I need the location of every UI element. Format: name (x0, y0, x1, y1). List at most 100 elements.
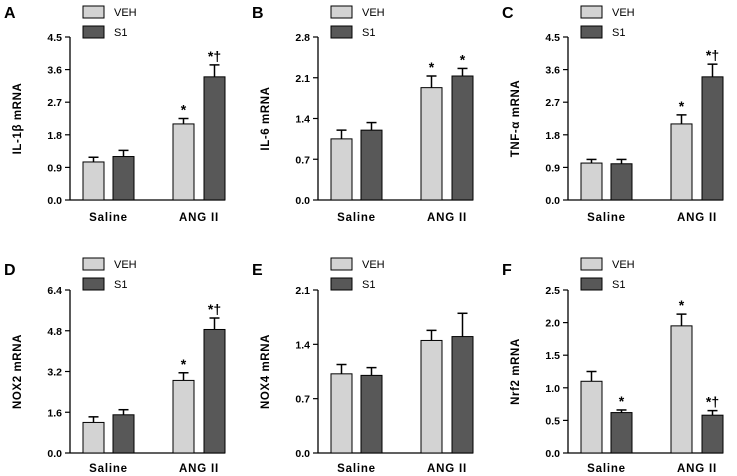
bar-veh-saline (330, 373, 353, 454)
y-tick-label: 0.9 (545, 162, 560, 174)
legend-swatch-s1 (330, 25, 353, 39)
panel-letter: C (502, 5, 514, 22)
y-tick-label: 6.4 (47, 285, 62, 297)
legend-swatch-s1 (330, 277, 353, 291)
bar-s1-ang-ii (203, 328, 226, 454)
y-tick-label: 2.1 (295, 73, 310, 85)
bar-veh-saline (330, 138, 353, 201)
bar-s1-saline (360, 129, 383, 201)
legend-label-veh: VEH (114, 259, 137, 271)
category-label-saline: Saline (337, 463, 376, 475)
legend-label-veh: VEH (612, 7, 635, 19)
y-tick-label: 0.0 (295, 195, 310, 207)
category-label-ang-ii: ANG II (179, 212, 219, 224)
panel-a: A VEH S1 0.0 0.9 1.8 2.7 3.6 4.5 IL-1β mRNA Saline… (4, 5, 226, 224)
bar-s1-ang-ii (203, 76, 226, 201)
y-axis-label: NOX4 mRNA (260, 334, 272, 409)
category-label-ang-ii: ANG II (427, 463, 467, 475)
bar-s1-ang-ii (701, 76, 724, 201)
y-axis-label: IL-6 mRNA (260, 86, 272, 150)
legend-label-veh: VEH (114, 7, 137, 19)
legend-swatch-veh (82, 257, 105, 271)
y-tick-label: 4.8 (47, 326, 62, 338)
y-tick-label: 0.0 (47, 195, 62, 207)
bar-s1-saline (112, 414, 135, 454)
category-label-saline: Saline (337, 212, 376, 224)
y-tick-label: 0.9 (47, 162, 62, 174)
y-tick-label: 0.0 (47, 448, 62, 460)
y-tick-label: 1.6 (47, 407, 62, 419)
significance-marker: * (679, 98, 685, 114)
category-label-saline: Saline (587, 212, 626, 224)
y-axis-label: Nrf2 mRNA (510, 338, 522, 405)
legend-label-s1: S1 (362, 27, 375, 39)
y-tick-label: 0.0 (545, 448, 560, 460)
bar-s1-ang-ii (451, 336, 474, 454)
bar-veh-saline (580, 162, 603, 201)
y-tick-label: 2.1 (295, 285, 310, 297)
bar-veh-ang-ii (172, 379, 195, 454)
panel-d: D VEH S1 0.0 1.6 3.2 4.8 6.4 NOX2 mRNA Saline * *† A… (4, 257, 226, 475)
significance-marker: *† (208, 48, 221, 64)
panel-b: B VEH S1 0.0 0.7 1.4 2.1 2.8 IL-6 mRNA Saline * * AN… (252, 5, 474, 224)
panel-letter: F (502, 262, 512, 279)
panel-f: F VEH S1 0.0 0.5 1.0 1.5 2.0 2.5 Nrf2 mRNA * Saline… (502, 257, 724, 475)
panel-letter: A (4, 5, 16, 22)
bar-s1-saline (610, 412, 633, 454)
significance-marker: * (460, 51, 466, 67)
legend-swatch-veh (330, 5, 353, 19)
legend-swatch-veh (330, 257, 353, 271)
legend-label-s1: S1 (114, 279, 127, 291)
legend-label-veh: VEH (612, 259, 635, 271)
y-axis-label: TNF-α mRNA (510, 80, 522, 158)
y-tick-label: 0.7 (295, 394, 310, 406)
y-tick-label: 1.8 (545, 130, 560, 142)
significance-marker: * (181, 356, 187, 372)
category-label-saline: Saline (89, 463, 128, 475)
y-tick-label: 2.0 (545, 318, 560, 330)
significance-marker: * (429, 59, 435, 75)
y-tick-label: 4.5 (47, 32, 62, 44)
legend-label-s1: S1 (114, 27, 127, 39)
category-label-ang-ii: ANG II (427, 212, 467, 224)
category-label-saline: Saline (587, 463, 626, 475)
y-tick-label: 0.0 (295, 448, 310, 460)
bar-veh-saline (82, 161, 105, 201)
y-tick-label: 3.6 (545, 65, 560, 77)
legend-swatch-veh (82, 5, 105, 19)
significance-marker: *† (706, 394, 719, 410)
panel-c: C VEH S1 0.0 0.9 1.8 2.7 3.6 4.5 TNF-α mRNA Saline… (502, 5, 724, 224)
y-tick-label: 4.5 (545, 32, 560, 44)
category-label-saline: Saline (89, 212, 128, 224)
y-tick-label: 3.2 (47, 367, 62, 379)
legend-swatch-s1 (580, 277, 603, 291)
bar-veh-saline (580, 380, 603, 454)
legend-label-s1: S1 (362, 279, 375, 291)
legend-label-veh: VEH (362, 7, 385, 19)
panel-letter: E (252, 262, 263, 279)
bar-veh-ang-ii (172, 123, 195, 201)
y-tick-label: 1.8 (47, 130, 62, 142)
panel-letter: D (4, 262, 16, 279)
y-tick-label: 3.6 (47, 65, 62, 77)
category-label-ang-ii: ANG II (179, 463, 219, 475)
bar-veh-saline (82, 421, 105, 454)
y-tick-label: 0.7 (295, 154, 310, 166)
y-axis-label: NOX2 mRNA (12, 334, 24, 409)
legend-swatch-s1 (82, 25, 105, 39)
y-tick-label: 1.0 (545, 383, 560, 395)
significance-marker: * (619, 393, 625, 409)
legend-swatch-s1 (82, 277, 105, 291)
y-tick-label: 1.4 (295, 339, 310, 351)
legend-label-veh: VEH (362, 259, 385, 271)
bar-s1-saline (112, 156, 135, 201)
legend-swatch-veh (580, 5, 603, 19)
bar-veh-ang-ii (420, 339, 443, 454)
y-tick-label: 2.8 (295, 32, 310, 44)
category-label-ang-ii: ANG II (677, 212, 717, 224)
y-tick-label: 1.4 (295, 114, 310, 126)
category-label-ang-ii: ANG II (677, 463, 717, 475)
significance-marker: * (679, 297, 685, 313)
bar-veh-ang-ii (420, 87, 443, 201)
